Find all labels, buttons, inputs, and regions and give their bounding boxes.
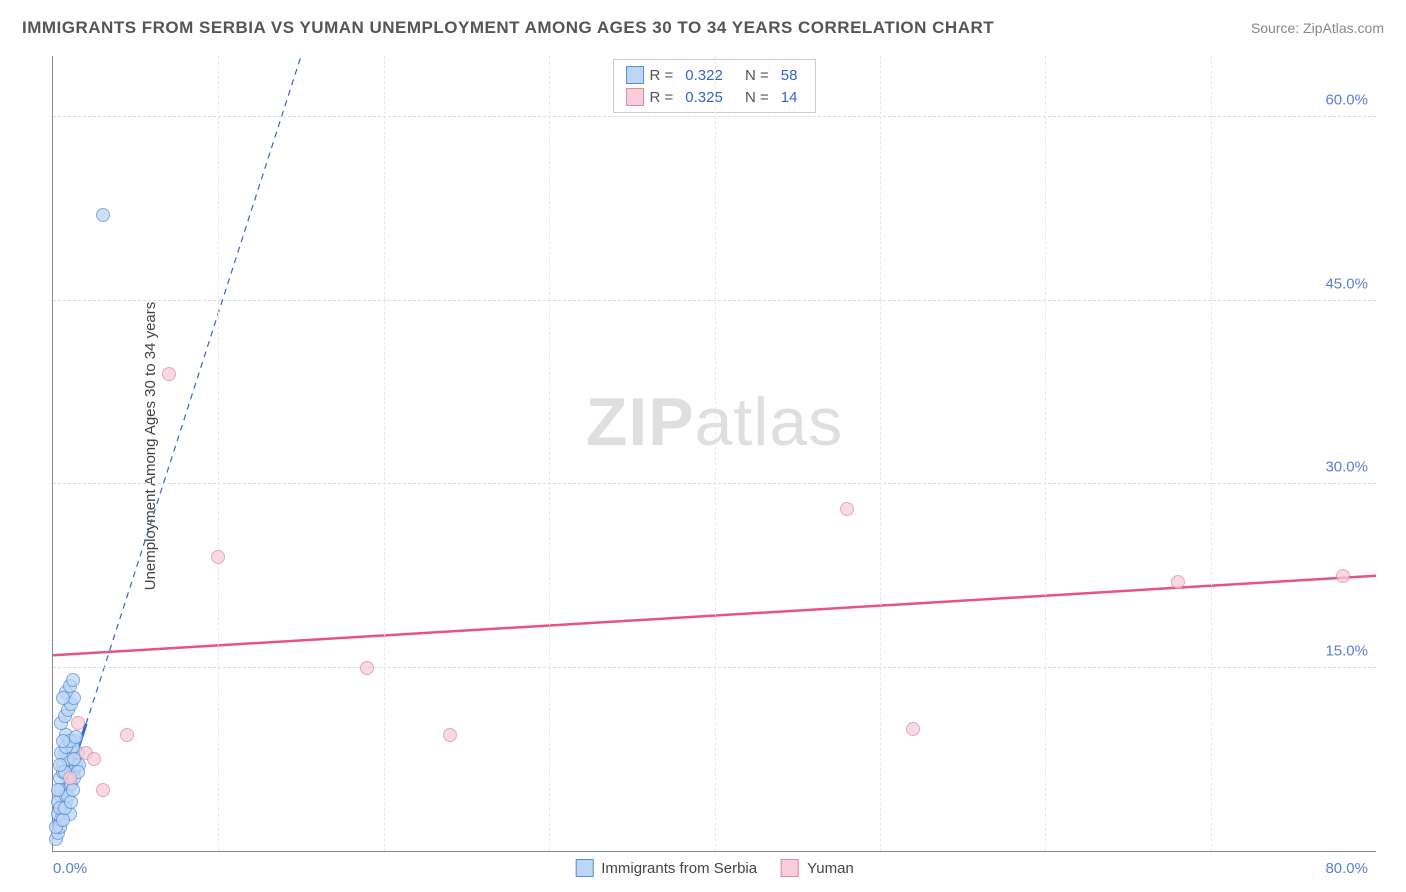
- data-point: [360, 661, 374, 675]
- swatch-icon: [626, 88, 644, 106]
- series-legend: Immigrants from Serbia Yuman: [575, 859, 854, 877]
- gridline-v: [1211, 56, 1212, 851]
- data-point: [51, 783, 65, 797]
- data-point: [56, 691, 70, 705]
- swatch-icon: [626, 66, 644, 84]
- y-tick-label: 45.0%: [1325, 275, 1368, 292]
- data-point: [906, 722, 920, 736]
- data-point: [211, 550, 225, 564]
- y-tick-label: 60.0%: [1325, 92, 1368, 109]
- data-point: [53, 758, 67, 772]
- data-point: [1336, 569, 1350, 583]
- chart-header: IMMIGRANTS FROM SERBIA VS YUMAN UNEMPLOY…: [22, 18, 1384, 38]
- data-point: [56, 734, 70, 748]
- chart-title: IMMIGRANTS FROM SERBIA VS YUMAN UNEMPLOY…: [22, 18, 994, 38]
- x-tick-min: 0.0%: [53, 860, 87, 877]
- x-tick-max: 80.0%: [1325, 860, 1368, 877]
- data-point: [443, 728, 457, 742]
- data-point: [87, 752, 101, 766]
- data-point: [66, 783, 80, 797]
- data-point: [66, 673, 80, 687]
- swatch-icon: [781, 859, 799, 877]
- gridline-v: [384, 56, 385, 851]
- data-point: [840, 502, 854, 516]
- data-point: [96, 208, 110, 222]
- y-tick-label: 15.0%: [1325, 642, 1368, 659]
- gridline-v: [549, 56, 550, 851]
- data-point: [56, 813, 70, 827]
- gridline-v: [1045, 56, 1046, 851]
- legend-item-serbia: Immigrants from Serbia: [575, 859, 757, 877]
- data-point: [120, 728, 134, 742]
- gridline-v: [880, 56, 881, 851]
- data-point: [69, 730, 83, 744]
- scatter-chart: ZIPatlas R = 0.322 N = 58 R = 0.325 N = …: [52, 56, 1376, 852]
- y-tick-label: 30.0%: [1325, 459, 1368, 476]
- data-point: [96, 783, 110, 797]
- data-point: [162, 367, 176, 381]
- gridline-v: [218, 56, 219, 851]
- data-point: [64, 795, 78, 809]
- data-point: [63, 771, 77, 785]
- gridline-v: [715, 56, 716, 851]
- data-point: [71, 716, 85, 730]
- data-point: [1171, 575, 1185, 589]
- swatch-icon: [575, 859, 593, 877]
- chart-source: Source: ZipAtlas.com: [1251, 20, 1384, 36]
- legend-item-yuman: Yuman: [781, 859, 854, 877]
